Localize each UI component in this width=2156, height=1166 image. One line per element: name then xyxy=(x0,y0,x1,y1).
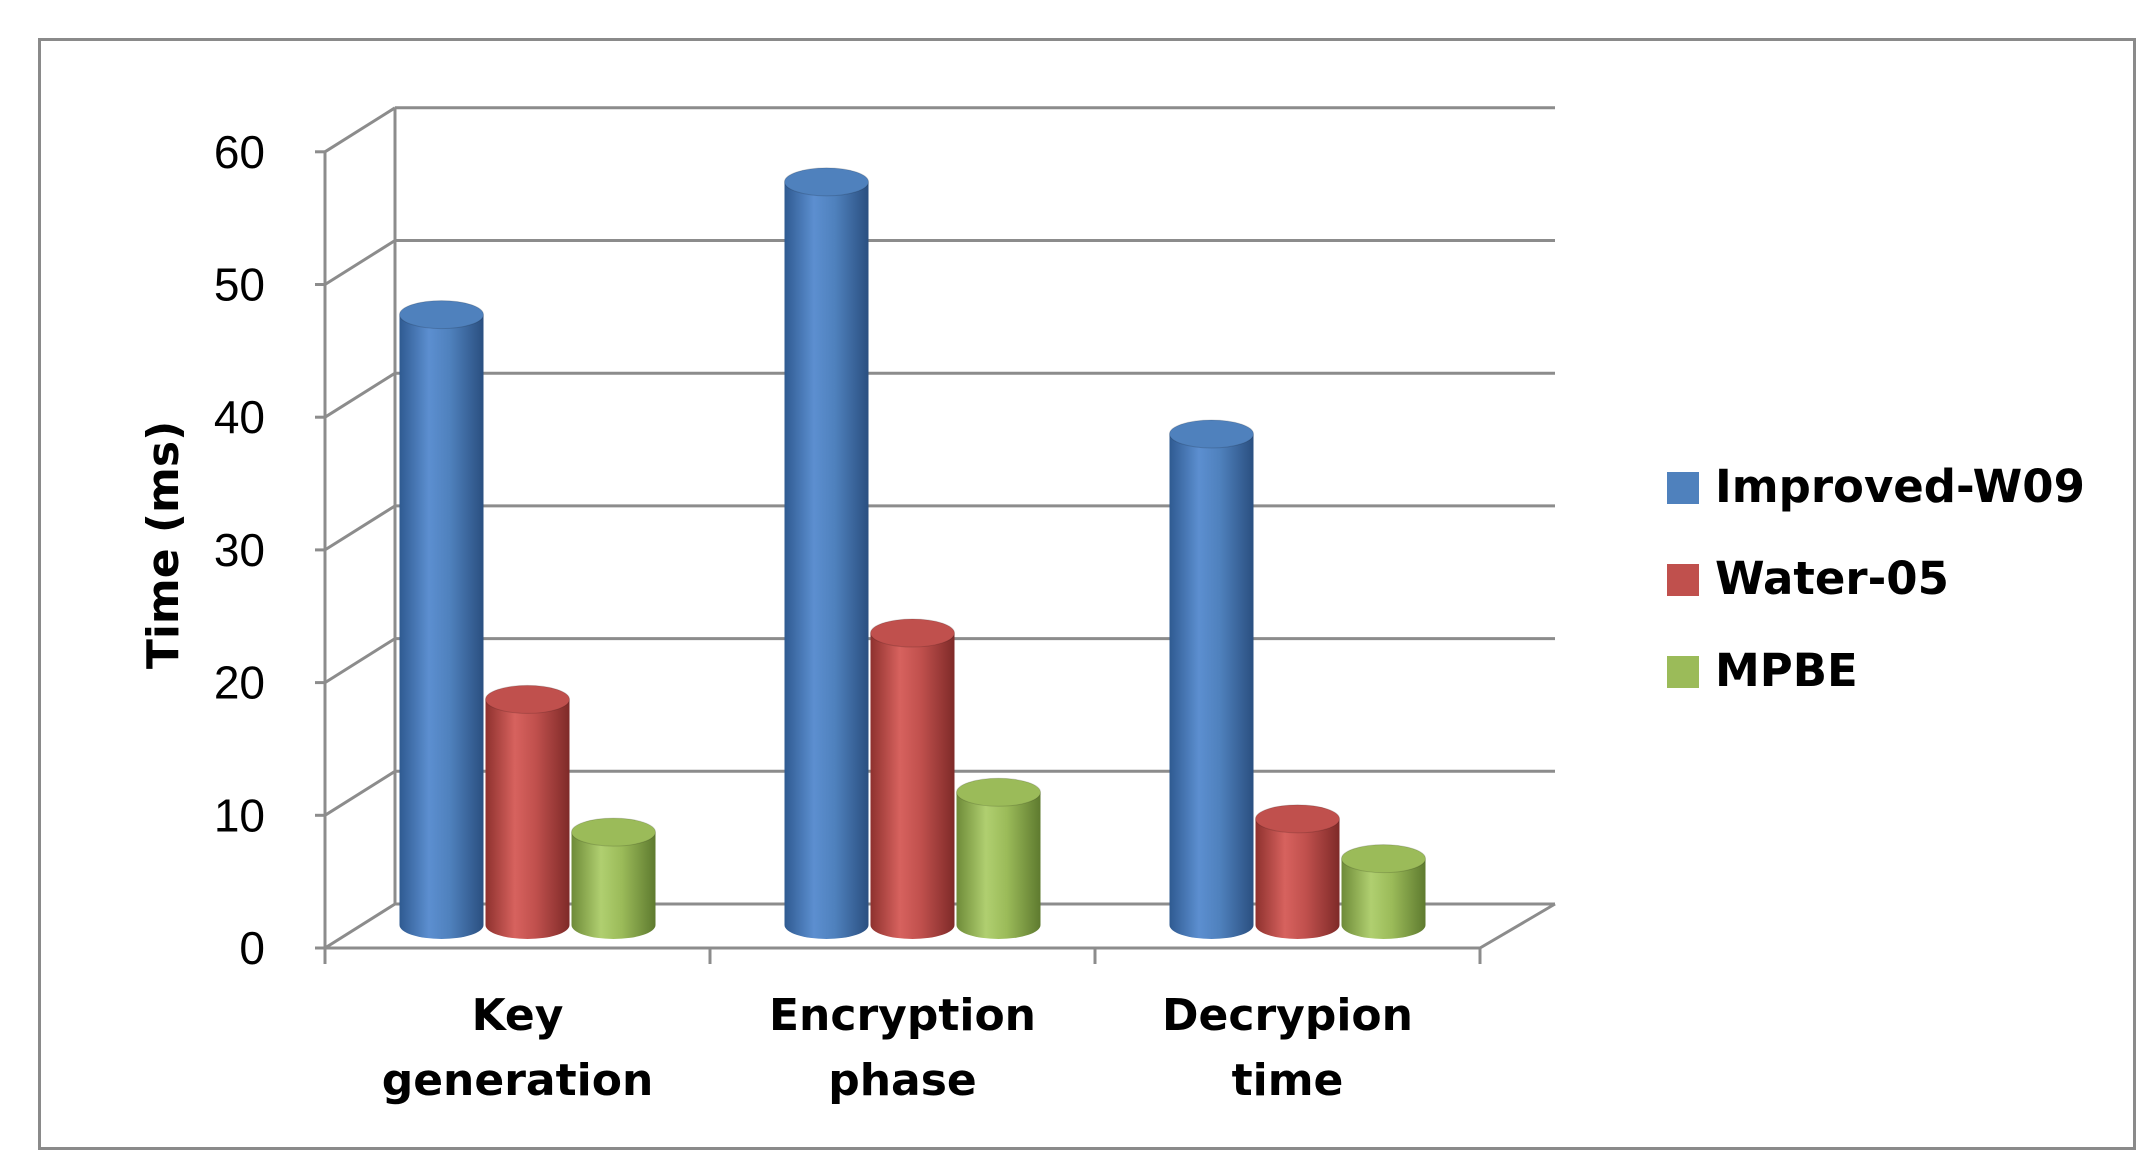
bar-top xyxy=(784,167,869,197)
bar-top xyxy=(571,817,656,847)
gridline-side xyxy=(324,637,396,684)
x-tick-label: Encryption xyxy=(769,990,1036,1041)
legend-swatch xyxy=(1667,564,1699,596)
bar-water-05 xyxy=(485,684,570,940)
gridline-side xyxy=(324,770,396,817)
bar-body xyxy=(485,699,570,940)
bar-top xyxy=(1341,844,1426,874)
bar-improved-w09 xyxy=(784,167,869,940)
gridline-side xyxy=(324,239,396,286)
bar-body xyxy=(870,633,955,940)
y-axis-title: Time (ms) xyxy=(138,421,189,669)
legend-label: Improved-W09 xyxy=(1715,460,2085,513)
bar-body xyxy=(571,832,656,940)
y-tick-label: 60 xyxy=(214,126,265,178)
chart-frame xyxy=(38,38,2136,1150)
y-tick-label: 10 xyxy=(214,789,265,841)
bar-body xyxy=(399,314,484,940)
bar-improved-w09 xyxy=(1169,419,1254,940)
bar-body xyxy=(1169,434,1254,940)
bar-improved-w09 xyxy=(399,300,484,940)
x-tick-label: time xyxy=(1232,1055,1344,1106)
bar-mpbe xyxy=(571,817,656,940)
bar-top xyxy=(399,300,484,330)
floor-edge-right xyxy=(1479,902,1556,950)
bar-top xyxy=(870,618,955,648)
bar-water-05 xyxy=(870,618,955,940)
x-tick-label: phase xyxy=(828,1055,977,1106)
gridline-side xyxy=(324,371,396,419)
bar-body xyxy=(956,792,1041,940)
labels: 0 10 20 30 40 50 60 Key generation Encryption phas… xyxy=(138,126,1413,1106)
gridline-side xyxy=(324,902,396,950)
gridline-side xyxy=(324,504,396,552)
y-tick-label: 40 xyxy=(214,391,265,443)
legend-swatch xyxy=(1667,656,1699,688)
bar-body xyxy=(1341,858,1426,939)
legend-label: MPBE xyxy=(1715,644,1858,697)
y-tick-label: 50 xyxy=(214,259,265,311)
bar-top xyxy=(1255,804,1340,834)
x-tick-label: Key xyxy=(472,990,564,1041)
axes xyxy=(315,107,1556,964)
legend-swatch xyxy=(1667,472,1699,504)
legend: Improved-W09 Water-05 MPBE xyxy=(1667,460,2085,697)
bar-mpbe xyxy=(956,777,1041,940)
gridline-side xyxy=(324,106,396,154)
x-tick-label: Decrypion xyxy=(1162,990,1413,1041)
bar-top xyxy=(956,777,1041,807)
legend-label: Water-05 xyxy=(1715,552,1949,605)
bar-water-05 xyxy=(1255,804,1340,940)
bar-body xyxy=(784,181,869,940)
bars xyxy=(399,167,1426,940)
bar-top xyxy=(485,684,570,714)
x-tick-label: generation xyxy=(382,1055,654,1106)
bar-mpbe xyxy=(1341,844,1426,939)
y-tick-label: 0 xyxy=(239,922,265,974)
bar-top xyxy=(1169,419,1254,449)
bar-body xyxy=(1255,818,1340,940)
y-tick-label: 30 xyxy=(214,524,265,576)
y-tick-label: 20 xyxy=(214,657,265,709)
